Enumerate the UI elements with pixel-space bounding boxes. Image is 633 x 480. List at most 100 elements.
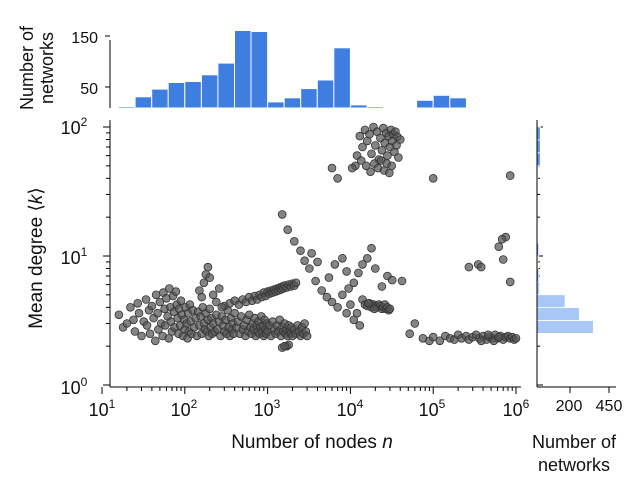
- top-histogram-bar: [200, 74, 219, 109]
- scatter-point: [352, 308, 362, 318]
- top-histogram-bar: [118, 106, 136, 109]
- scatter-point: [370, 304, 379, 314]
- scatter-point: [476, 262, 486, 272]
- top-histogram-bar: [134, 96, 153, 109]
- scatter-point: [428, 174, 438, 183]
- scatter-point: [511, 333, 521, 343]
- scatter-point: [327, 163, 337, 173]
- top-histogram: [118, 30, 467, 109]
- scatter-point: [395, 135, 405, 144]
- y-tick-label-1e2: 102: [61, 115, 88, 138]
- scatter-point: [410, 319, 420, 328]
- top-histogram-bar: [283, 97, 302, 109]
- scatter-point: [289, 237, 299, 246]
- scatter-point: [354, 268, 363, 278]
- scatter-point: [358, 142, 367, 152]
- scatter-point: [338, 290, 347, 300]
- scatter-point: [385, 304, 395, 314]
- scatter-point: [300, 256, 309, 266]
- scatter-point: [145, 329, 155, 339]
- top-histogram-bar: [399, 107, 418, 109]
- scatter-point: [362, 253, 372, 263]
- scatter-point: [366, 167, 375, 177]
- scatter-point: [197, 292, 207, 302]
- top-histogram-bar: [316, 79, 335, 109]
- scatter-point: [147, 301, 157, 311]
- scatter-point: [497, 234, 507, 244]
- scatter-point: [356, 156, 366, 165]
- scatter-point: [126, 302, 135, 312]
- scatter-point: [311, 276, 320, 286]
- right-histogram-bar: [536, 320, 594, 334]
- top-histogram-title-line1: Number of: [17, 25, 37, 110]
- scatter-point: [277, 210, 287, 219]
- top-histogram-bar: [432, 94, 451, 109]
- right-histogram-bar: [536, 294, 566, 309]
- scatter-points: [114, 122, 521, 352]
- top-histogram-bar: [234, 30, 252, 109]
- scatter-point: [367, 149, 376, 159]
- scatter-point: [498, 255, 508, 264]
- right-histogram-title-line1: Number of: [532, 432, 617, 452]
- scatter-point: [394, 153, 403, 162]
- x-tick-label-1e4: 104: [337, 397, 364, 420]
- top-histogram-bar: [151, 88, 169, 109]
- scatter-point: [370, 264, 380, 273]
- scatter-point: [358, 260, 367, 269]
- scatter-point: [428, 332, 438, 342]
- main-axis-ticks: [101, 126, 517, 394]
- top-histogram-bar: [349, 104, 368, 109]
- scatter-point: [151, 290, 161, 300]
- top-histogram-bar: [184, 81, 202, 109]
- scatter-point: [307, 249, 316, 258]
- top-histogram-bar: [366, 106, 385, 109]
- scatter-point: [397, 276, 407, 286]
- scatter-point: [141, 295, 151, 304]
- scatter-point: [280, 341, 289, 351]
- scatter-point: [364, 298, 373, 308]
- scatter-point: [464, 262, 474, 272]
- scatter-point: [405, 329, 415, 339]
- scatter-point: [122, 319, 132, 328]
- right-histogram-tick-label-200: 200: [556, 398, 583, 415]
- scatter-point: [300, 319, 309, 328]
- scatter-point: [324, 273, 334, 282]
- right-histogram-tick-label-450: 450: [596, 398, 623, 415]
- scatter-point: [217, 302, 227, 312]
- scatter-point: [349, 278, 359, 288]
- scatter-point: [347, 163, 357, 173]
- y-tick-label-1e1: 101: [61, 245, 88, 268]
- scatter-point: [214, 284, 224, 293]
- scatter-point: [333, 174, 342, 183]
- right-histogram-bar: [536, 307, 580, 321]
- scatter-point: [199, 278, 209, 288]
- x-tick-label-1e2: 102: [171, 397, 198, 420]
- y-tick-label-1e0: 100: [61, 375, 88, 398]
- scatter-point: [494, 332, 504, 342]
- scatter-point: [155, 297, 165, 307]
- scatter-point: [291, 278, 301, 288]
- top-histogram-tick-label-50: 50: [80, 81, 98, 98]
- scatter-point: [370, 141, 380, 150]
- top-histogram-tick-label-150: 150: [71, 30, 98, 47]
- scatter-point: [164, 333, 174, 343]
- x-tick-label-1e5: 105: [419, 397, 446, 420]
- scatter-point: [205, 304, 215, 314]
- scatter-point: [322, 292, 332, 302]
- scatter-point: [142, 321, 152, 330]
- scatter-point: [365, 129, 374, 139]
- top-histogram-bar: [217, 62, 235, 109]
- x-tick-label-1e6: 106: [503, 397, 530, 420]
- scatter-point: [342, 308, 351, 318]
- top-histogram-bar: [383, 106, 401, 109]
- scatter-point: [330, 260, 340, 269]
- scatter-point: [361, 161, 371, 171]
- scatter-point: [342, 267, 351, 276]
- top-histogram-bar: [333, 47, 351, 109]
- scatter-point: [203, 262, 213, 272]
- top-histogram-bar: [449, 97, 467, 109]
- scatter-point: [476, 336, 486, 346]
- scatter-point: [313, 257, 322, 267]
- scatter-point: [137, 331, 146, 341]
